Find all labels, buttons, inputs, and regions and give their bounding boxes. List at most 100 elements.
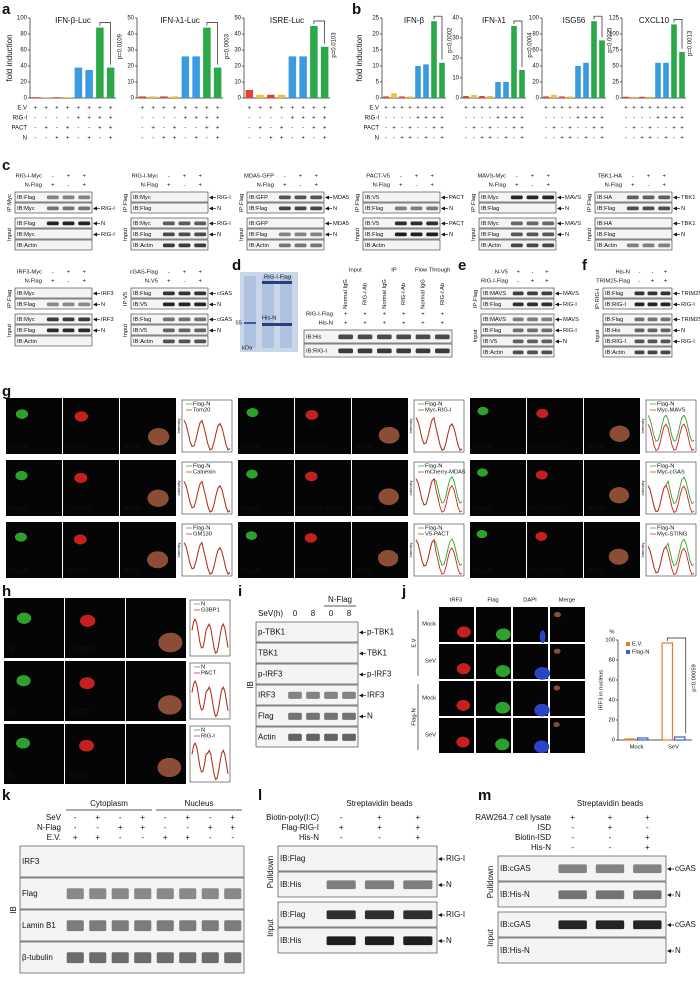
- condition-sign: +: [205, 106, 209, 112]
- profile-y-label: Intensity: [640, 419, 645, 434]
- band-arrow: [359, 714, 363, 719]
- condition-sign: -: [625, 136, 627, 142]
- condition-sign: +: [416, 106, 420, 112]
- blot-group-label: Pulldown: [486, 866, 495, 898]
- condition-sign: +: [208, 823, 213, 832]
- band: [660, 302, 671, 307]
- blot-antibody: IB:His: [605, 328, 621, 334]
- condition-sign: +: [82, 183, 86, 189]
- band: [46, 317, 59, 322]
- condition-sign: +: [440, 126, 444, 132]
- bar: [181, 56, 190, 98]
- cell-signal: [305, 410, 319, 420]
- row-label: Mock: [422, 622, 436, 628]
- band: [201, 952, 219, 964]
- band: [178, 339, 191, 344]
- band: [357, 334, 373, 340]
- condition-name: His-N: [531, 843, 551, 852]
- condition-sign: +: [363, 321, 367, 327]
- band: [541, 317, 553, 322]
- red-profile: [191, 741, 229, 780]
- cell-signal: [305, 471, 318, 482]
- band: [62, 302, 75, 307]
- bar: [631, 96, 637, 98]
- band: [410, 221, 423, 226]
- channel-label: Flag-N: [241, 444, 261, 451]
- micrograph: [584, 460, 640, 516]
- condition-name: RAW264.7 cell lysate: [475, 813, 551, 822]
- band: [434, 334, 450, 340]
- cell-signal: [553, 648, 561, 654]
- band: [201, 920, 219, 932]
- condition-name: N-Flag: [25, 279, 42, 285]
- band: [512, 350, 524, 355]
- bar: [391, 93, 397, 98]
- bar: [310, 26, 318, 98]
- condition-sign: +: [656, 106, 660, 112]
- condition-sign: +: [323, 116, 327, 122]
- condition-sign: +: [312, 106, 316, 112]
- band: [426, 221, 439, 226]
- band-label: N: [333, 232, 337, 238]
- condition-sign: +: [383, 312, 387, 318]
- condition-sign: +: [167, 183, 171, 189]
- band: [526, 195, 539, 200]
- band: [78, 221, 91, 226]
- bar: [415, 66, 421, 98]
- blot-group-label: IP:Flag: [7, 290, 13, 308]
- condition-sign: +: [82, 279, 86, 285]
- legend-label: Calnexin: [193, 470, 216, 476]
- blot-antibody: Flag: [258, 712, 274, 721]
- band: [178, 291, 191, 296]
- condition-sign: +: [515, 183, 519, 189]
- condition-sign: +: [664, 270, 668, 276]
- micrograph: [352, 522, 408, 578]
- blot-strip: [478, 202, 557, 214]
- band: [62, 328, 75, 333]
- bar: [74, 67, 83, 98]
- condition-name: His-N: [319, 321, 334, 327]
- blot-antibody: IB:Myc: [17, 232, 35, 238]
- x-tick-label: SeV: [668, 745, 679, 751]
- band-label: RIG-I: [101, 206, 115, 212]
- condition-sign: +: [546, 174, 550, 180]
- band-label: cGAS: [217, 291, 232, 297]
- condition-name: N-Flag: [605, 183, 622, 189]
- bar: [407, 96, 413, 98]
- y-tick-label: 30: [452, 36, 459, 42]
- band: [156, 888, 174, 900]
- y-tick-label: 40: [609, 698, 615, 704]
- condition-sign: +: [34, 106, 38, 112]
- band: [426, 232, 439, 237]
- condition-sign: +: [680, 126, 684, 132]
- band: [326, 880, 356, 890]
- condition-sign: -: [481, 116, 483, 122]
- condition-sign: +: [95, 833, 100, 842]
- y-tick-label: 50: [234, 16, 241, 22]
- legend-label: Myc-STING: [657, 532, 688, 538]
- condition-sign: +: [545, 279, 549, 285]
- red-profile: [191, 679, 229, 717]
- condition-name: Biotin-ISD: [515, 833, 551, 842]
- blot-group-label: IB: [246, 681, 255, 689]
- condition-sign: +: [87, 136, 91, 142]
- condition-sign: -: [401, 116, 403, 122]
- bar: [170, 96, 179, 98]
- condition-sign: +: [545, 270, 549, 276]
- blot-antibody: IB:HA: [597, 195, 612, 201]
- band-label: PACT: [449, 195, 464, 201]
- y-tick-label: 20: [452, 56, 459, 62]
- condition-name: E.V.: [47, 833, 61, 842]
- micrograph: [439, 718, 474, 753]
- significance-bracket: [666, 637, 687, 733]
- band: [294, 206, 307, 211]
- bar: [192, 56, 200, 98]
- band: [111, 920, 129, 932]
- micrograph: [439, 681, 474, 716]
- condition-sign: +: [415, 813, 420, 822]
- bar: [160, 96, 168, 98]
- band: [178, 328, 191, 333]
- condition-sign: +: [680, 116, 684, 122]
- condition-sign: -: [632, 174, 634, 180]
- condition-sign: +: [640, 136, 644, 142]
